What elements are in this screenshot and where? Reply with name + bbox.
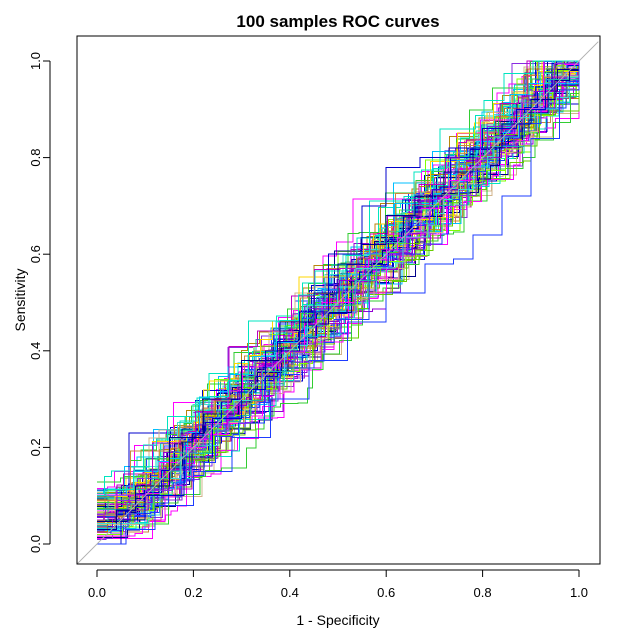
plot-frame <box>76 35 601 565</box>
roc-curves <box>97 60 580 545</box>
roc-curve <box>97 60 579 496</box>
roc-curve <box>97 60 579 517</box>
chart-title: 100 samples ROC curves <box>236 12 439 31</box>
roc-curve <box>97 60 579 483</box>
y-tick-label: 0.4 <box>28 342 43 360</box>
roc-curve <box>97 61 580 510</box>
roc-curve <box>97 60 579 521</box>
y-tick-label: 0.6 <box>28 245 43 263</box>
y-axis: 0.0 0.2 0.4 0.6 0.8 1.0 <box>28 52 51 553</box>
reference-diagonal <box>77 41 599 564</box>
x-tick-label: 0.2 <box>184 585 202 600</box>
x-tick-label: 0.8 <box>474 585 492 600</box>
x-tick-label: 0.0 <box>88 585 106 600</box>
roc-curve <box>97 61 580 524</box>
roc-curve <box>97 61 580 504</box>
roc-curve <box>97 61 580 516</box>
x-tick-label: 0.4 <box>281 585 299 600</box>
x-axis-label: 1 - Specificity <box>296 612 379 628</box>
roc-curve <box>97 60 579 496</box>
x-axis: 0.0 0.2 0.4 0.6 0.8 1.0 <box>88 569 588 600</box>
y-tick-label: 0.0 <box>28 535 43 553</box>
y-axis-label: Sensitivity <box>12 268 28 331</box>
x-tick-label: 0.6 <box>377 585 395 600</box>
roc-curve <box>97 61 580 510</box>
roc-curve <box>97 61 580 545</box>
y-tick-label: 0.8 <box>28 149 43 167</box>
x-tick-label: 1.0 <box>570 585 588 600</box>
roc-curve <box>97 61 580 545</box>
y-tick-label: 1.0 <box>28 52 43 70</box>
y-tick-label: 0.2 <box>28 438 43 456</box>
